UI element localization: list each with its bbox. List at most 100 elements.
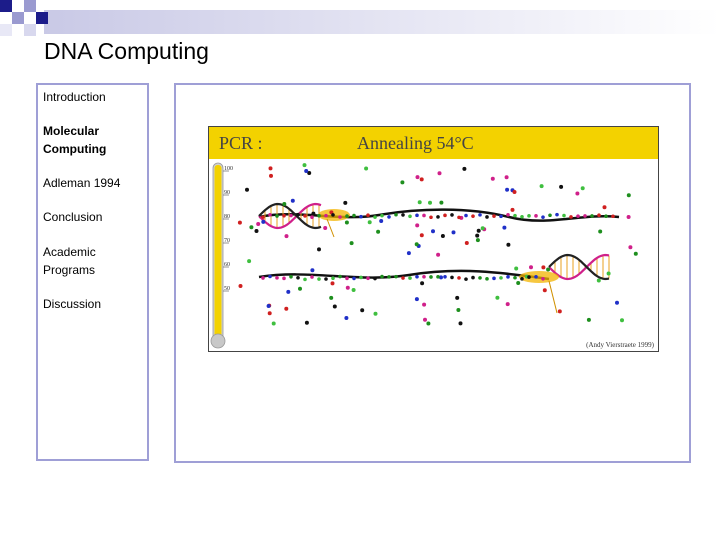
nucleotide-dot [514,266,519,271]
strand-bead [303,214,307,218]
strand-bead [520,214,524,219]
nucleotide-dot [290,198,295,203]
strand-bead [471,214,475,218]
nucleotide-dot [451,230,456,235]
nav-item-academic-programs[interactable]: Academic Programs [43,245,96,277]
strand-bead [366,276,370,281]
nav-item-adleman-1994[interactable]: Adleman 1994 [43,176,121,190]
strand-bead [450,213,454,217]
strand-bead [317,213,321,218]
strand-bead [436,275,440,279]
nucleotide-dot [419,233,424,238]
strand-bead [282,213,286,218]
strand-bead [415,213,419,218]
strand-bead [457,215,461,220]
nucleotide-dot [420,281,425,286]
nucleotide-dot [286,289,291,294]
nucleotide-dot [476,228,481,233]
nucleotide-dot [495,295,500,300]
dna-strand-bottom [258,269,550,281]
nucleotide-dot [237,220,242,225]
strand-bead [394,212,398,217]
strand-bead [331,276,335,281]
strand-bead [527,275,531,279]
strand-bead [513,213,517,218]
nav-item-molecular-computing[interactable]: Molecular Computing [43,124,107,156]
nucleotide-dot [505,302,510,307]
strand-bead [492,214,496,218]
nucleotide-dot [282,202,287,206]
nucleotide-dot [311,211,316,216]
nucleotide-dot [475,233,480,238]
strand-bead [408,214,412,219]
nav-item-discussion[interactable]: Discussion [43,297,102,311]
strand-bead [373,276,377,281]
nucleotide-dot [400,180,405,185]
strand-bead [380,274,384,279]
nucleotide-dot [349,241,354,246]
nucleotide-dot [245,187,249,192]
nucleotide-dot [598,229,603,234]
nucleotide-dot [268,166,273,171]
nucleotide-dot [269,173,273,178]
nucleotide-dot [238,284,243,288]
strand-bead [338,274,342,279]
strand-bead [289,274,293,279]
strand-bead [506,212,510,217]
nucleotide-dot [539,184,544,189]
strand-bead [485,277,489,281]
nucleotide-dot [344,316,349,320]
nucleotide-dot [423,317,427,322]
nucleotide-dot [512,190,517,194]
strand-bead [555,212,559,217]
strand-bead [527,214,531,218]
free-nucleotides [237,163,638,326]
nucleotide-dot [458,321,463,326]
nucleotide-dot [546,267,551,272]
nucleotide-dot [310,268,315,273]
nucleotide-dot [249,225,254,230]
strand-bead [506,275,510,279]
helix-backbone [258,202,322,230]
strand-bead [429,215,433,220]
strand-bead [422,274,426,279]
strand-bead [387,275,391,279]
nav-item-conclusion[interactable]: Conclusion [43,210,103,224]
pcr-figure: PCR : Annealing 54°C 100 90 80 70 60 50 (Andy… [208,126,659,352]
navigation-panel: Introduction Molecular Computing Adleman… [36,83,149,461]
strand-bead [268,274,272,279]
nucleotide-dot [307,171,312,175]
strand-bead [611,214,615,219]
nucleotide-dot [615,300,619,305]
strand-bead [485,215,489,219]
nucleotide-dot [575,191,580,196]
helix-backbone [548,253,610,281]
strand-bead [261,276,265,280]
thermometer-tick-label: 60 [224,262,230,268]
nucleotide-dot [329,295,334,300]
strand-bead [345,214,349,218]
strand-bead [478,213,482,217]
strand-bead [492,276,496,281]
deco-square [0,24,12,36]
nucleotide-dot [475,238,480,243]
nucleotide-dot [414,242,419,247]
nucleotide-dot [606,271,611,276]
strand-bead [520,277,524,281]
header-bar [44,10,720,34]
nav-item-introduction[interactable]: Introduction [43,90,106,104]
nucleotide-dot [376,229,381,234]
strand-bead [436,215,440,219]
nucleotide-dot [505,187,510,192]
nucleotide-dot [516,281,521,285]
deco-square [36,12,48,24]
thermometer: 100 90 80 70 60 50 [210,162,233,349]
nucleotide-dot [414,297,419,302]
strand-bead [275,276,279,280]
nucleotide-dot [633,251,638,256]
nucleotide-dot [586,317,591,322]
nucleotide-dot [317,247,321,252]
nucleotide-dot [344,220,349,225]
strand-bead [394,274,398,279]
nucleotide-dot [559,184,564,189]
